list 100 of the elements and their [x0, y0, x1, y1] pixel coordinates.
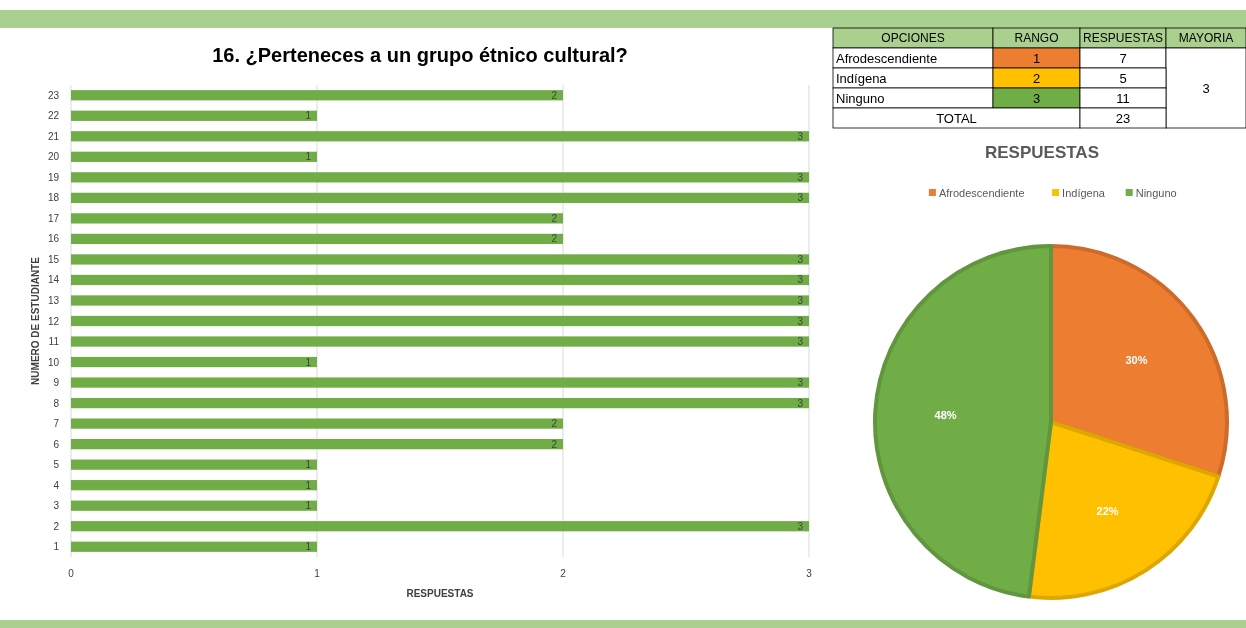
- text: Indígena: [836, 70, 887, 86]
- bar: [71, 315, 809, 327]
- category-label: 2: [1032, 70, 1041, 86]
- data-label: 2: [551, 438, 558, 450]
- y-tick-label: 14: [47, 274, 60, 286]
- data-label: 3: [797, 253, 804, 265]
- y-tick-label: 12: [47, 315, 60, 327]
- y-tick-label: 19: [47, 171, 60, 183]
- text: Ninguno: [836, 90, 885, 106]
- y-tick-label: 11: [48, 336, 60, 348]
- category-label: 1: [1032, 50, 1041, 66]
- bar: [71, 418, 563, 429]
- bar: [71, 459, 317, 470]
- y-tick-label: 6: [53, 438, 60, 450]
- y-tick-label: 7: [53, 418, 60, 430]
- data-label: 30%: [1125, 353, 1148, 366]
- text: 7: [1119, 50, 1127, 66]
- bar: [71, 377, 809, 388]
- data-label: 2: [551, 233, 558, 245]
- y-tick-label: 4: [53, 479, 60, 491]
- text: 5: [1119, 70, 1127, 86]
- category-label: RANGO: [1014, 31, 1059, 46]
- bar: [71, 110, 317, 121]
- data-label: 3: [797, 397, 804, 409]
- legend-label: Afrodescendiente: [938, 186, 1025, 199]
- data-label: 1: [305, 356, 312, 368]
- data-label: 3: [797, 130, 804, 142]
- y-tick-label: 17: [47, 212, 60, 224]
- bar: [71, 500, 317, 511]
- bar: [71, 213, 563, 224]
- text: TOTAL: [936, 110, 977, 126]
- text: 23: [1115, 110, 1131, 126]
- category-label: 3: [1202, 80, 1210, 96]
- bar: [71, 356, 317, 368]
- y-tick-label: 13: [47, 294, 60, 306]
- bar: [71, 439, 563, 450]
- legend-label: Indígena: [1062, 186, 1106, 199]
- bar: [71, 90, 563, 101]
- data-label: 1: [305, 459, 312, 471]
- data-label: 3: [797, 336, 804, 348]
- category-label: 11: [1116, 90, 1130, 106]
- chart-title: 16. ¿Perteneces a un grupo étnico cultural?: [212, 44, 628, 66]
- y-axis-title: NUMERO DE ESTUDIANTE: [30, 256, 41, 385]
- data-label: 1: [305, 479, 312, 491]
- pie-slice: [873, 244, 1053, 599]
- y-tick-label: 5: [53, 459, 60, 471]
- y-tick-label: 15: [47, 253, 60, 265]
- bar: [71, 131, 809, 142]
- data-label: 3: [797, 315, 804, 327]
- bar: [71, 254, 809, 265]
- y-tick-label: 3: [53, 500, 60, 512]
- x-axis-title: RESPUESTAS: [406, 588, 474, 599]
- y-tick-label: 20: [47, 151, 60, 163]
- y-tick-label: 23: [47, 89, 60, 101]
- data-label: 3: [797, 192, 804, 204]
- data-label: 2: [551, 418, 558, 430]
- bar: [71, 336, 809, 347]
- bar: [71, 274, 809, 286]
- data-label: 1: [305, 110, 312, 122]
- data-label: 3: [797, 377, 804, 389]
- data-label: 22%: [1096, 505, 1119, 518]
- category-label: RESPUESTAS: [1083, 31, 1163, 46]
- data-label: 1: [305, 541, 312, 553]
- x-tick-label: 0: [68, 568, 75, 579]
- y-tick-label: 10: [47, 356, 60, 368]
- legend-label: Ninguno: [1135, 186, 1177, 199]
- data-label: 2: [551, 89, 558, 101]
- bar: [71, 233, 563, 245]
- data-label: 1: [305, 151, 312, 163]
- x-tick-label: 3: [806, 568, 813, 579]
- text: Afrodescendiente: [836, 50, 938, 66]
- y-tick-label: 21: [47, 130, 60, 142]
- data-label: 2: [551, 212, 558, 224]
- y-tick-label: 18: [47, 192, 60, 204]
- data-label: 3: [797, 294, 804, 306]
- x-tick-label: 2: [560, 568, 567, 579]
- pie-slice: [1026, 420, 1221, 600]
- bar: [71, 480, 317, 491]
- data-label: 3: [797, 520, 804, 532]
- y-tick-label: 8: [53, 397, 60, 409]
- x-tick-label: 1: [314, 568, 321, 579]
- bar: [71, 172, 809, 183]
- bar: [71, 521, 809, 532]
- category-label: MAYORIA: [1178, 31, 1234, 46]
- data-label: 1: [305, 500, 312, 512]
- category-label: OPCIONES: [881, 31, 945, 46]
- bar: [71, 397, 809, 409]
- bar: [71, 295, 809, 306]
- y-tick-label: 22: [47, 110, 60, 122]
- y-tick-label: 2: [53, 520, 60, 532]
- y-tick-label: 16: [47, 233, 60, 245]
- chart-title: RESPUESTAS: [985, 143, 1099, 162]
- bar: [71, 151, 317, 162]
- data-label: 3: [797, 171, 804, 183]
- y-tick-label: 1: [53, 541, 60, 553]
- category-label: 3: [1032, 90, 1041, 106]
- data-label: 48%: [934, 409, 957, 422]
- bar: [71, 541, 317, 552]
- data-label: 3: [797, 274, 804, 286]
- y-tick-label: 9: [53, 377, 60, 389]
